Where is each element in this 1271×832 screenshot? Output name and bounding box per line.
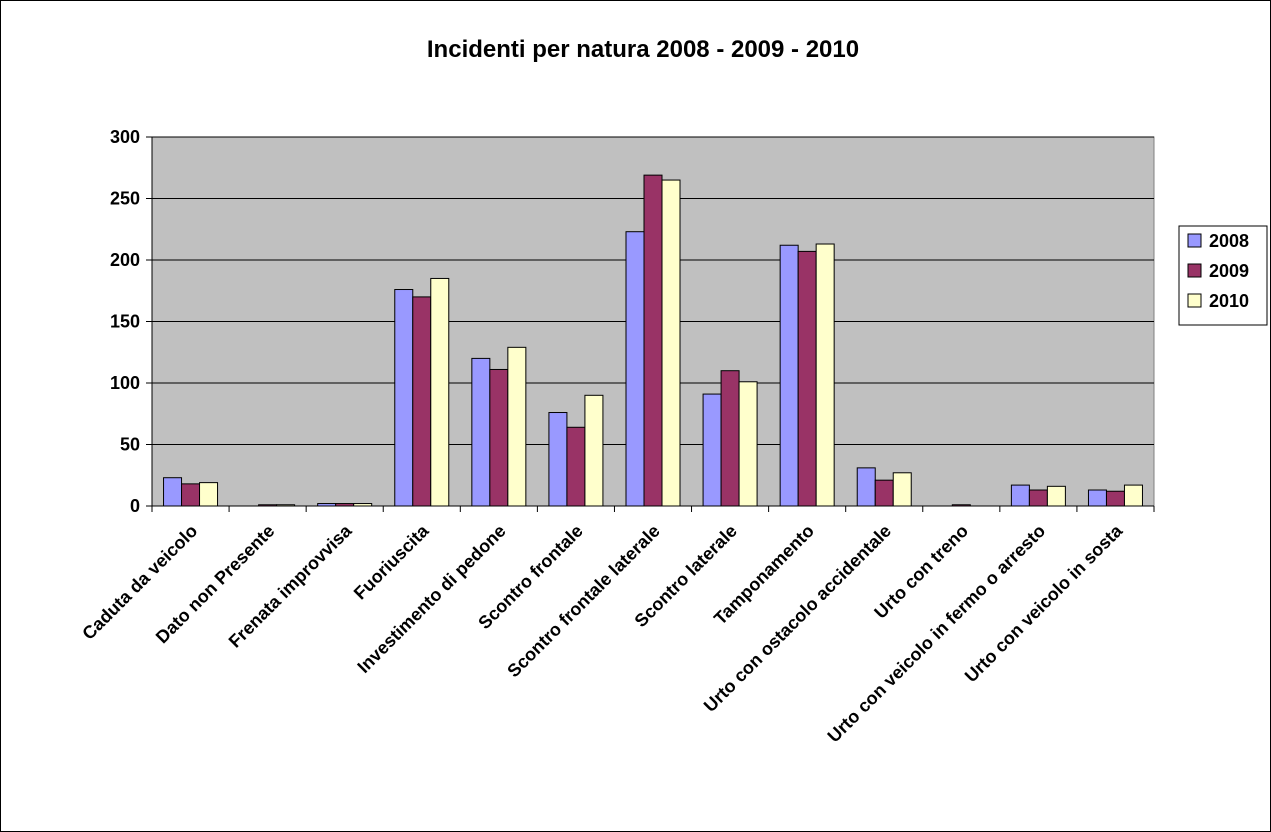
bar-2010-10 [892, 472, 912, 507]
bar-2009-1 [181, 483, 201, 507]
legend-label-2009: 2009 [1209, 261, 1249, 281]
y-tick-label: 150 [110, 312, 140, 332]
y-tick-label: 50 [120, 435, 140, 455]
bar-2010-6 [584, 394, 604, 507]
axes [146, 136, 1155, 512]
legend: 2008 2009 2010 [1178, 225, 1268, 326]
legend-swatch-2009 [1187, 263, 1202, 278]
bar-2009-9 [797, 250, 817, 507]
bar-2008-6 [548, 412, 568, 507]
bar-2008-8 [702, 393, 722, 507]
bar-2010-7 [661, 179, 681, 507]
bar-2008-5 [471, 357, 491, 507]
category-label: Investimento di pedone [353, 521, 509, 677]
legend-swatch-2010 [1187, 293, 1202, 308]
bar-2009-12 [1028, 489, 1048, 507]
bar-2008-4 [394, 289, 414, 507]
bar-2008-9 [779, 244, 799, 507]
bar-2010-13 [1123, 484, 1143, 507]
bars [163, 174, 1143, 507]
bar-2008-10 [856, 467, 876, 507]
bar-2010-8 [738, 381, 758, 507]
y-tick-label: 200 [110, 250, 140, 270]
category-label: Urto con veicolo in sosta [961, 520, 1127, 686]
legend-label-2010: 2010 [1209, 291, 1249, 311]
y-tick-labels: 0 50 100 150 200 250 300 [110, 127, 140, 516]
bar-2009-5 [489, 368, 509, 507]
bar-2010-12 [1046, 485, 1066, 507]
y-tick-label: 300 [110, 127, 140, 147]
legend-swatch-2008 [1187, 233, 1202, 248]
bar-2008-13 [1087, 489, 1107, 507]
bar-2009-13 [1105, 490, 1125, 507]
chart-title: Incidenti per natura 2008 - 2009 - 2010 [427, 36, 859, 63]
y-tick-label: 100 [110, 373, 140, 393]
bar-2010-1 [199, 482, 219, 507]
bar-2008-12 [1010, 484, 1030, 507]
category-label: Fuoriuscita [350, 520, 433, 603]
bar-2010-5 [507, 346, 527, 507]
y-tick-label: 0 [130, 496, 140, 516]
bar-2009-8 [720, 370, 740, 507]
bar-2009-6 [566, 426, 586, 507]
bar-2008-7 [625, 231, 645, 507]
bar-2009-7 [643, 174, 663, 507]
y-tick-label: 250 [110, 189, 140, 209]
bar-2010-4 [430, 277, 450, 507]
bar-2009-10 [874, 479, 894, 507]
bar-2008-1 [163, 477, 183, 507]
legend-label-2008: 2008 [1209, 231, 1249, 251]
bar-2009-4 [412, 296, 432, 507]
category-label: Scontro frontale laterale [503, 521, 664, 682]
bar-2010-9 [815, 243, 835, 507]
